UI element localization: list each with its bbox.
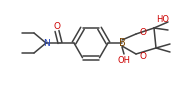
- Text: O: O: [140, 28, 147, 36]
- Text: O: O: [140, 52, 147, 61]
- Text: OH: OH: [118, 56, 130, 65]
- Text: N: N: [43, 39, 49, 48]
- Text: B: B: [119, 38, 125, 48]
- Text: HO: HO: [156, 15, 169, 24]
- Text: O: O: [54, 21, 60, 31]
